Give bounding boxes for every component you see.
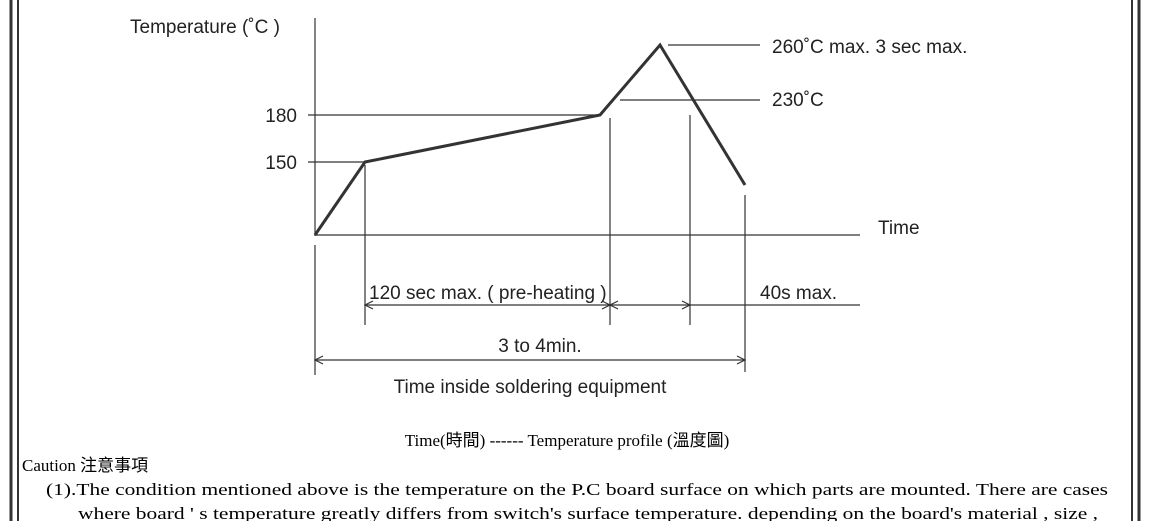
total-label: 3 to 4min. — [498, 336, 581, 357]
y-axis-label: Temperature (˚C ) — [130, 17, 280, 38]
cooldown-label: 40s max. — [760, 283, 837, 304]
diagram — [308, 18, 860, 375]
caption: Time(時間) ------ Temperature profile (溫度圖… — [405, 431, 730, 450]
peak-label: 260˚C max. 3 sec max. — [772, 37, 967, 58]
caution-line: (1).The condition mentioned above is the… — [46, 480, 1108, 499]
frame — [9, 0, 1141, 521]
y-label: 150 — [265, 153, 297, 174]
caution-heading: Caution 注意事項 — [22, 456, 148, 475]
threshold-label: 230˚C — [772, 90, 824, 111]
y-label: 180 — [265, 106, 297, 127]
caution-line: where board ' s temperature greatly diff… — [78, 504, 1098, 521]
preheat-label: 120 sec max. ( pre-heating ) — [369, 283, 607, 304]
span-label: Time inside soldering equipment — [394, 377, 668, 398]
x-axis-label: Time — [878, 218, 920, 239]
